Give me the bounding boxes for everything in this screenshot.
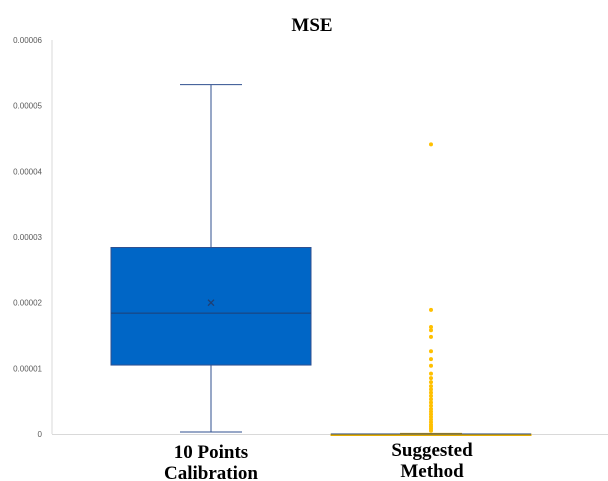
plot-area (110, 84, 532, 436)
box-series-1 (330, 142, 532, 436)
outlier-point (429, 371, 433, 376)
category-label: Suggested (391, 440, 473, 461)
outlier-point (429, 328, 433, 333)
outlier-point (429, 357, 433, 362)
outlier-point (429, 400, 433, 405)
outlier-point (429, 390, 433, 395)
category-label: 10 Points (174, 442, 248, 463)
outlier-point (429, 384, 433, 389)
outlier-point (429, 363, 433, 368)
y-tick-label: 0.00006 (13, 36, 42, 45)
y-tick-label: 0.00004 (13, 167, 42, 176)
iqr-box (110, 247, 312, 366)
category-label: Calibration (164, 463, 258, 481)
outlier-point (429, 307, 433, 312)
mean-marker (207, 299, 215, 307)
outlier-point (429, 376, 433, 381)
outlier-point (429, 349, 433, 354)
outlier-point (429, 324, 433, 329)
y-tick-label: 0.00001 (13, 364, 42, 373)
y-tick-label: 0.00003 (13, 233, 42, 242)
chart-title: MSE (291, 15, 332, 36)
outlier-point (429, 387, 433, 392)
y-tick-label: 0.00002 (13, 299, 42, 308)
y-tick-label: 0 (38, 430, 43, 439)
outlier-point (429, 380, 433, 385)
box-series-0 (110, 84, 312, 433)
outlier-point (429, 403, 433, 408)
category-label: Method (400, 461, 464, 481)
outlier-point (429, 397, 433, 402)
outlier-point (429, 142, 433, 147)
y-tick-label: 0.00005 (13, 102, 42, 111)
outlier-point (429, 428, 433, 433)
outlier-point (429, 334, 433, 339)
outlier-point (429, 393, 433, 398)
y-tick-labels: 0 0.00001 0.00002 0.00003 0.00004 0.00005 0.00… (13, 36, 42, 439)
